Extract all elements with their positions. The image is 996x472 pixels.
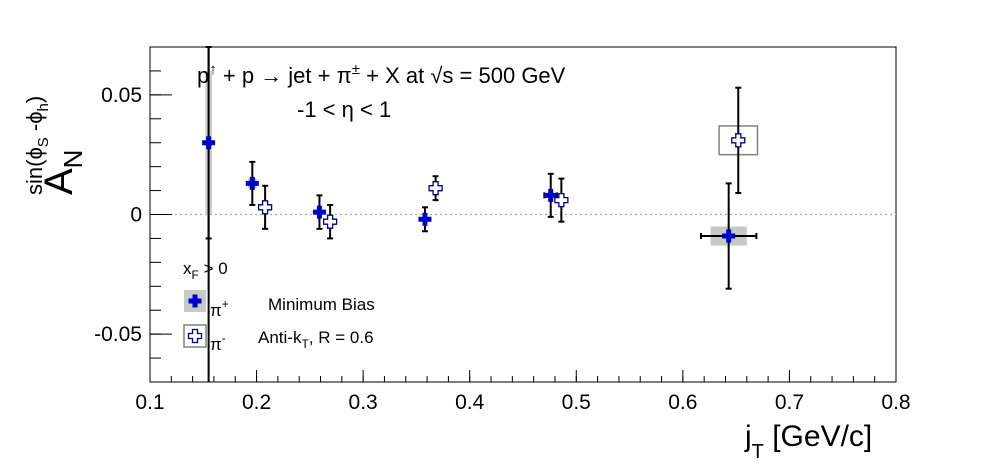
x-axis-label-sub: T — [752, 441, 764, 463]
svg-text:sin(ϕS -ϕh): sin(ϕS -ϕh) — [22, 96, 52, 195]
x-axis-label: jT [GeV/c] — [744, 420, 872, 463]
title-reaction: + p → jet + π — [217, 63, 352, 88]
legend-pi-plus-note: Minimum Bias — [268, 295, 375, 314]
title-rest: + X at — [360, 63, 430, 88]
legend-xf-main: x — [183, 259, 192, 278]
y-axis-label-sup-sub2: h — [35, 103, 52, 111]
data-point-pi-plus — [245, 176, 259, 190]
x-tick-label: 0.8 — [881, 391, 910, 414]
legend-pi-minus-label: π- — [210, 331, 226, 354]
legend-xf-sub: F — [192, 268, 199, 282]
x-tick-label: 0.3 — [349, 391, 378, 414]
chart-title-line1: p↑ + p → jet + π± + X at √s = 500 GeV — [197, 61, 566, 88]
data-point-pi-plus — [202, 136, 216, 150]
data-point-pi-minus — [257, 200, 273, 215]
y-tick-label: 0 — [130, 204, 142, 227]
y-tick-label: -0.05 — [94, 323, 142, 346]
legend-entry-pi-minus: π- Anti-kT, R = 0.6 — [183, 324, 374, 354]
axis-ticks: 0.1 0.2 0.3 0.4 0.5 0.6 0.7 0.8 -0.05 0 0.05 — [94, 46, 911, 414]
legend: xF > 0 π+ Minimum Bias π- Anti-kT, R = 0… — [183, 259, 375, 354]
data-point-pi-minus — [731, 133, 746, 148]
chart-title-line2: -1 < η < 1 — [297, 97, 391, 122]
legend-marker-open-cross — [187, 328, 203, 344]
data-point-pi-minus — [428, 181, 443, 196]
legend-pi-minus-box — [183, 324, 207, 348]
legend-xf-label: xF > 0 — [183, 259, 228, 282]
title-energy: = 500 GeV — [453, 63, 565, 88]
legend-pi-plus-sup: + — [222, 297, 229, 311]
x-tick-label: 0.7 — [775, 391, 804, 414]
x-tick-label: 0.4 — [455, 391, 485, 414]
data-point-pi-minus — [554, 192, 569, 208]
y-axis-label-sup: sin(ϕ — [22, 147, 47, 195]
legend-pi-plus-label: π+ — [210, 297, 229, 320]
data-point-pi-plus — [722, 229, 736, 243]
legend-pi-plus-symbol: π — [210, 301, 222, 320]
title-p: p — [197, 63, 209, 88]
y-axis-label-sup-sub1: S — [35, 137, 52, 147]
x-axis-label-main: j — [744, 420, 752, 453]
legend-pi-minus-note-sub: T — [301, 337, 309, 351]
legend-entry-pi-plus: π+ Minimum Bias — [184, 290, 375, 320]
title-sqrt: √s — [430, 63, 453, 88]
data-marks — [202, 46, 759, 382]
title-pm: ± — [352, 61, 360, 78]
y-axis-label-sup-end: ) — [22, 96, 47, 103]
data-point-pi-plus — [312, 205, 326, 219]
x-axis-label-unit: [GeV/c] — [764, 420, 872, 453]
title-up-arrow: ↑ — [209, 61, 217, 78]
x-tick-label: 0.2 — [242, 391, 271, 414]
legend-pi-minus-symbol: π — [210, 335, 222, 354]
x-tick-label: 0.6 — [668, 391, 697, 414]
x-tick-label: 0.5 — [562, 391, 591, 414]
legend-pi-minus-sup: - — [222, 331, 226, 345]
legend-pi-minus-note-rest: , R = 0.6 — [309, 328, 374, 347]
legend-pi-plus-marker — [188, 294, 202, 308]
legend-pi-minus-note-main: Anti-k — [258, 328, 302, 347]
data-point-pi-minus — [322, 214, 338, 229]
legend-pi-minus-marker — [187, 328, 203, 344]
legend-pi-minus-note: Anti-kT, R = 0.6 — [258, 328, 374, 351]
y-axis-label-sup-mid: -ϕ — [22, 111, 47, 137]
y-axis-label-main: A — [37, 168, 81, 195]
y-axis-label-sub: N — [58, 150, 88, 169]
y-axis-label: AN sin(ϕS -ϕh) — [22, 96, 88, 195]
y-tick-label: 0.05 — [101, 84, 142, 107]
x-tick-label: 0.1 — [135, 391, 164, 414]
data-point-pi-plus — [544, 188, 558, 202]
svg-text:AN: AN — [37, 150, 88, 195]
legend-xf-rest: > 0 — [199, 259, 228, 278]
legend-marker-filled-cross — [188, 294, 202, 308]
data-point-pi-plus — [418, 212, 432, 226]
